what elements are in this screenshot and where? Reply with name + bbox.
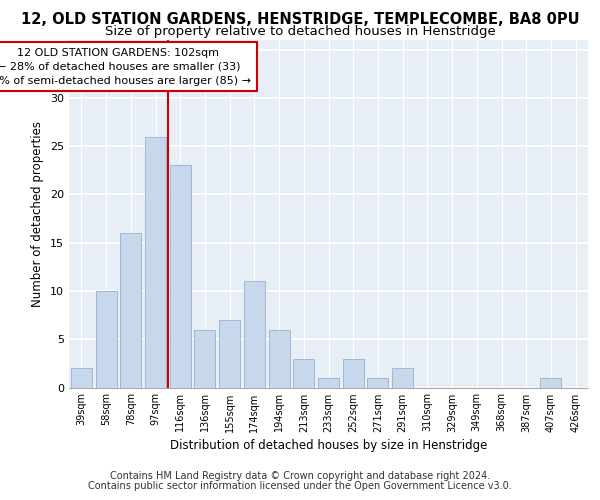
Bar xyxy=(293,358,314,388)
Bar xyxy=(367,378,388,388)
Bar xyxy=(95,291,116,388)
Text: 12, OLD STATION GARDENS, HENSTRIDGE, TEMPLECOMBE, BA8 0PU: 12, OLD STATION GARDENS, HENSTRIDGE, TEM… xyxy=(20,12,580,28)
X-axis label: Distribution of detached houses by size in Henstridge: Distribution of detached houses by size … xyxy=(170,439,487,452)
Text: Contains public sector information licensed under the Open Government Licence v3: Contains public sector information licen… xyxy=(88,481,512,491)
Bar xyxy=(318,378,339,388)
Bar xyxy=(170,166,191,388)
Y-axis label: Number of detached properties: Number of detached properties xyxy=(31,120,44,306)
Bar xyxy=(392,368,413,388)
Bar xyxy=(244,282,265,388)
Bar xyxy=(71,368,92,388)
Bar xyxy=(343,358,364,388)
Bar xyxy=(145,136,166,388)
Text: 12 OLD STATION GARDENS: 102sqm
← 28% of detached houses are smaller (33)
72% of : 12 OLD STATION GARDENS: 102sqm ← 28% of … xyxy=(0,48,251,86)
Text: Size of property relative to detached houses in Henstridge: Size of property relative to detached ho… xyxy=(104,25,496,38)
Bar xyxy=(269,330,290,388)
Bar xyxy=(219,320,240,388)
Text: Contains HM Land Registry data © Crown copyright and database right 2024.: Contains HM Land Registry data © Crown c… xyxy=(110,471,490,481)
Bar xyxy=(120,233,141,388)
Bar xyxy=(194,330,215,388)
Bar xyxy=(541,378,562,388)
